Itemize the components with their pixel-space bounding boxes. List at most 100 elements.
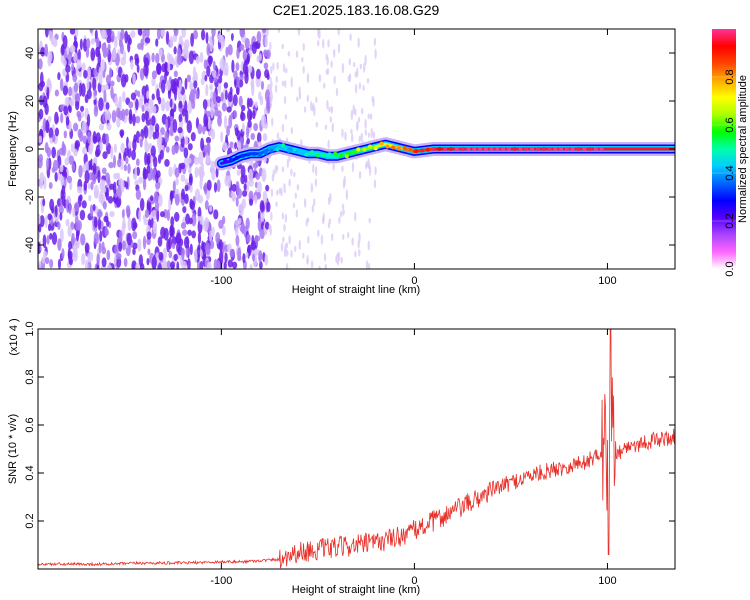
noise-blob [236, 76, 240, 85]
noise-blob [220, 131, 224, 143]
noise-blob [265, 49, 271, 59]
signal-point [443, 147, 448, 151]
noise-blob [339, 210, 343, 218]
noise-blob [234, 141, 238, 150]
noise-blob [69, 29, 76, 35]
noise-blob [245, 251, 249, 259]
noise-blob [121, 108, 126, 122]
noise-blob [142, 177, 147, 191]
noise-blob [242, 253, 246, 264]
noise-blob [74, 215, 79, 226]
noise-blob [39, 172, 45, 183]
noise-blob [65, 115, 70, 126]
noise-blob [343, 175, 346, 187]
noise-blob [258, 91, 262, 101]
noise-blob [358, 135, 361, 143]
noise-blob [115, 252, 122, 260]
noise-blob [146, 90, 150, 100]
noise-blob [74, 29, 79, 38]
signal-point [530, 147, 535, 151]
noise-blob [97, 82, 102, 93]
signal-point [263, 150, 268, 155]
noise-blob [161, 104, 165, 112]
noise-blob [125, 157, 129, 165]
noise-blob [116, 117, 121, 128]
noise-blob [153, 156, 158, 168]
noise-blob [57, 238, 62, 251]
noise-blob [83, 69, 88, 79]
noise-blob [144, 138, 148, 148]
noise-blob [128, 140, 132, 149]
noise-blob [181, 247, 185, 261]
noise-blob [96, 36, 100, 49]
noise-blob [374, 48, 377, 60]
noise-blob [302, 42, 305, 51]
noise-blob [191, 98, 196, 110]
noise-blob [204, 200, 209, 210]
noise-blob [219, 57, 226, 71]
noise-blob [101, 29, 107, 39]
signal-point [223, 158, 228, 163]
noise-blob [128, 108, 133, 121]
noise-blob [269, 41, 272, 51]
noise-blob [71, 63, 75, 72]
noise-blob [82, 135, 87, 144]
signal-point [373, 146, 378, 151]
noise-blob [124, 108, 129, 117]
noise-blob [131, 149, 136, 161]
noise-blob [171, 243, 176, 250]
signal-point [275, 147, 280, 152]
noise-blob [180, 174, 186, 182]
noise-blob [216, 179, 221, 193]
noise-blob [325, 69, 328, 75]
noise-blob [205, 242, 211, 256]
noise-blob [66, 175, 73, 184]
noise-blob [315, 96, 318, 104]
signal-point [402, 146, 407, 151]
noise-blob [109, 210, 115, 218]
noise-blob [81, 83, 86, 97]
noise-blob [92, 130, 97, 144]
noise-blob [160, 79, 166, 94]
signal-point [449, 147, 454, 151]
signal-point [240, 153, 245, 158]
noise-blob [313, 198, 316, 207]
noise-blob [258, 53, 262, 62]
noise-blob [192, 66, 197, 79]
noise-blob [224, 252, 228, 263]
noise-blob [136, 166, 141, 177]
noise-blob [84, 259, 89, 269]
noise-blob [232, 94, 238, 107]
noise-blob [310, 260, 314, 269]
colorbar-tick-label: 0.6 [724, 117, 736, 132]
noise-blob [314, 166, 318, 177]
noise-blob [68, 257, 73, 266]
noise-blob [190, 32, 195, 47]
noise-blob [302, 65, 305, 74]
noise-blob [87, 131, 91, 144]
noise-blob [139, 197, 145, 212]
noise-blob [337, 43, 341, 54]
noise-blob [344, 131, 347, 141]
noise-blob [181, 260, 187, 269]
noise-blob [166, 209, 171, 221]
noise-blob [183, 236, 190, 249]
noise-blob [340, 256, 343, 264]
noise-blob [70, 143, 75, 153]
noise-blob [251, 82, 255, 96]
noise-blob [281, 123, 285, 133]
noise-blob [135, 158, 140, 167]
noise-blob [327, 222, 331, 229]
noise-blob [264, 69, 270, 79]
noise-blob [73, 122, 79, 132]
noise-blob [151, 209, 157, 221]
noise-blob [113, 257, 117, 266]
signal-point [310, 150, 315, 155]
noise-blob [209, 39, 213, 53]
noise-blob [300, 138, 303, 147]
noise-blob [274, 164, 278, 175]
noise-blob [264, 221, 270, 230]
noise-blob [312, 102, 315, 111]
noise-blob [65, 199, 70, 206]
noise-blob [235, 196, 239, 207]
